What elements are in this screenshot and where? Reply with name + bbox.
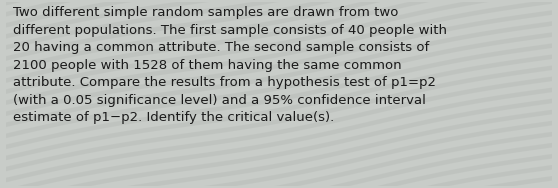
Text: Two different simple random samples are drawn from two
different populations. Th: Two different simple random samples are … [13,6,447,124]
